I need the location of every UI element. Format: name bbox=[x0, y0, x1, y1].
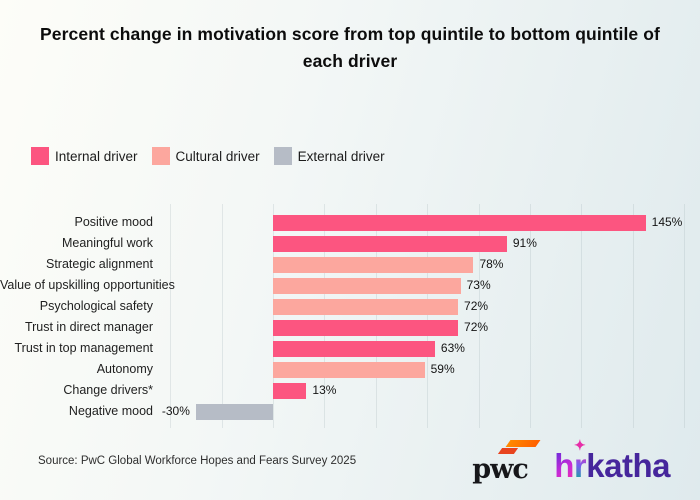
value-label: 59% bbox=[430, 362, 455, 376]
category-label: Meaningful work bbox=[61, 236, 153, 250]
legend-label: Cultural driver bbox=[175, 148, 260, 164]
value-label: 72% bbox=[464, 299, 489, 313]
category-label: Change drivers* bbox=[63, 383, 153, 397]
bar-cultural bbox=[273, 298, 459, 315]
pwc-logo: pwc bbox=[472, 437, 541, 485]
bar-row: Strategic alignment 78% bbox=[0, 254, 700, 275]
bar-track: 78% bbox=[165, 254, 700, 275]
hrkatha-logo: h ✦ r katha bbox=[554, 438, 670, 485]
value-label: 13% bbox=[312, 383, 337, 397]
value-label: 91% bbox=[512, 236, 537, 250]
bar-track: 59% bbox=[165, 359, 700, 380]
gridline bbox=[221, 204, 223, 428]
category-label: Value of upskilling opportunities bbox=[0, 278, 175, 292]
gridline bbox=[375, 204, 377, 428]
bar-chart: Positive mood 145% Meaningful work 91% Strat… bbox=[0, 204, 700, 428]
bar-track: 91% bbox=[165, 233, 700, 254]
bar-row: Psychological safety 72% bbox=[0, 296, 700, 317]
value-label: 78% bbox=[479, 257, 504, 271]
legend-item-cultural: Cultural driver bbox=[151, 147, 260, 165]
bar-external bbox=[195, 403, 273, 420]
bar-rows: Positive mood 145% Meaningful work 91% Strat… bbox=[0, 212, 700, 422]
category-label: Positive mood bbox=[74, 215, 153, 229]
cultural-driver-swatch bbox=[151, 147, 170, 165]
bar-cultural bbox=[273, 256, 474, 273]
hrkatha-r: r bbox=[573, 447, 587, 484]
gridline bbox=[530, 204, 531, 428]
bar-track: 145% bbox=[165, 212, 700, 233]
bar-row: Value of upskilling opportunities 73% bbox=[0, 275, 700, 296]
value-label: 145% bbox=[651, 215, 683, 229]
bar-row: Positive mood 145% bbox=[0, 212, 700, 233]
legend-label: Internal driver bbox=[55, 148, 138, 164]
bar-internal bbox=[273, 214, 646, 231]
legend-item-internal: Internal driver bbox=[31, 147, 138, 165]
value-label: 63% bbox=[440, 341, 465, 355]
bar-track: 73% bbox=[165, 275, 700, 296]
bar-cultural bbox=[273, 361, 425, 378]
external-driver-swatch bbox=[273, 147, 292, 165]
logos: pwc h ✦ r katha bbox=[472, 437, 670, 485]
bar-cultural bbox=[273, 277, 461, 294]
gridline bbox=[170, 204, 172, 428]
bar-track: 63% bbox=[165, 338, 700, 359]
category-label: Negative mood bbox=[68, 404, 153, 418]
hrkatha-h: h bbox=[554, 447, 574, 484]
source-note: Source: PwC Global Workforce Hopes and F… bbox=[38, 455, 357, 467]
gridline bbox=[324, 204, 326, 428]
gridline bbox=[632, 204, 634, 428]
gridline bbox=[273, 204, 274, 428]
footer: Source: PwC Global Workforce Hopes and F… bbox=[0, 437, 700, 485]
bar-track: 72% bbox=[165, 317, 700, 338]
gridlines bbox=[0, 204, 700, 428]
legend-label: External driver bbox=[297, 148, 385, 164]
bar-row: Autonomy 59% bbox=[0, 359, 700, 380]
bar-internal bbox=[273, 382, 307, 399]
bar-internal bbox=[273, 340, 435, 357]
gridline bbox=[581, 204, 583, 428]
bar-track: -30% bbox=[161, 401, 700, 422]
category-label: Strategic alignment bbox=[45, 257, 153, 271]
legend-item-external: External driver bbox=[273, 147, 385, 165]
gridline bbox=[427, 204, 429, 428]
gridline bbox=[684, 204, 686, 428]
category-label: Autonomy bbox=[96, 362, 153, 376]
bar-row: Meaningful work 91% bbox=[0, 233, 700, 254]
pwc-wordmark: pwc bbox=[472, 454, 529, 485]
category-label: Psychological safety bbox=[39, 299, 153, 313]
bar-row: Negative mood -30% bbox=[0, 401, 700, 422]
bar-row: Trust in direct manager 72% bbox=[0, 317, 700, 338]
gridline bbox=[478, 204, 480, 428]
internal-driver-swatch bbox=[31, 147, 49, 165]
sparkle-icon: ✦ bbox=[573, 437, 586, 453]
chart-title: Percent change in motivation score from … bbox=[40, 24, 660, 72]
bar-row: Change drivers* 13% bbox=[0, 380, 700, 401]
value-label: 73% bbox=[466, 278, 491, 292]
value-label: -30% bbox=[161, 404, 190, 418]
pwc-flame-icon bbox=[505, 440, 541, 447]
bar-internal bbox=[273, 319, 459, 336]
value-label: 72% bbox=[464, 320, 489, 334]
bar-track: 72% bbox=[165, 296, 700, 317]
bar-row: Trust in top management 63% bbox=[0, 338, 700, 359]
bar-track: 13% bbox=[165, 380, 700, 401]
legend: Internal driver Cultural driver External… bbox=[31, 147, 385, 165]
hrkatha-katha: katha bbox=[586, 447, 670, 484]
bar-internal bbox=[273, 235, 507, 252]
category-label: Trust in top management bbox=[14, 341, 154, 355]
category-label: Trust in direct manager bbox=[24, 320, 153, 334]
